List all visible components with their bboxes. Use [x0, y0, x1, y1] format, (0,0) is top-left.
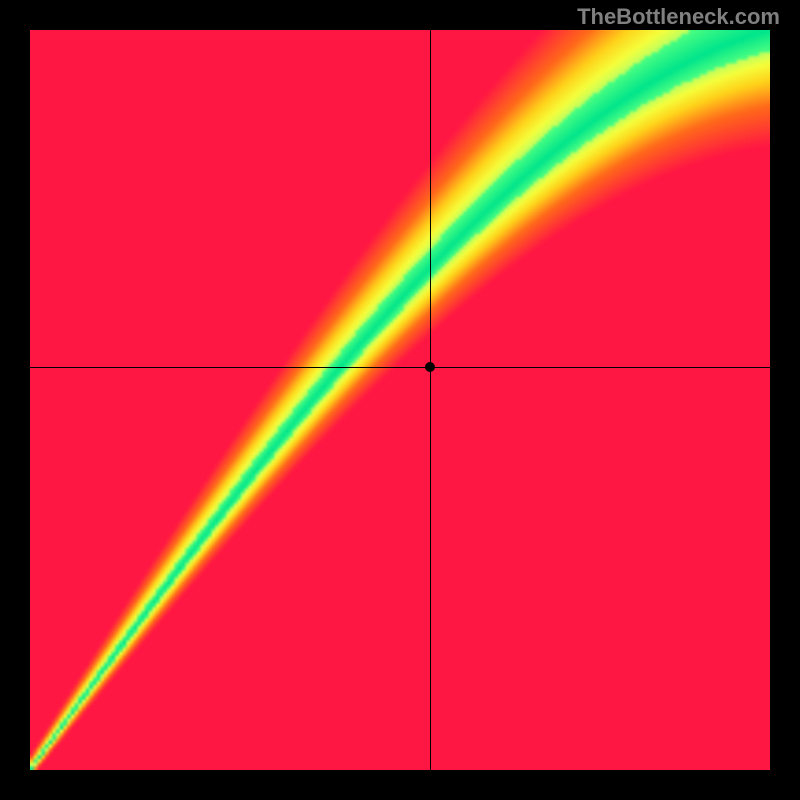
- heatmap-canvas: [30, 30, 770, 770]
- crosshair-vertical: [430, 30, 431, 770]
- watermark-text: TheBottleneck.com: [577, 4, 780, 30]
- crosshair-marker: [425, 362, 435, 372]
- crosshair-horizontal: [30, 367, 770, 368]
- heatmap-plot: [30, 30, 770, 770]
